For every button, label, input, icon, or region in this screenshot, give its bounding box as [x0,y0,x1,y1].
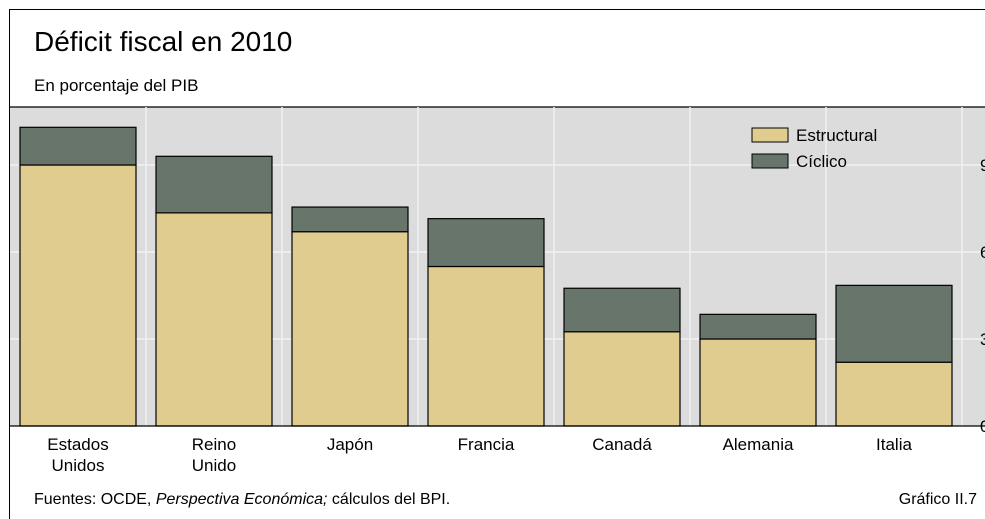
bar-ciclico-6 [835,284,953,363]
category-label-1-1: Unido [192,456,236,475]
bar-ciclico-4 [563,287,681,333]
frame-border-left [9,9,10,519]
category-label-1-0: Reino [192,435,236,454]
category-label-6-0: Italia [876,435,912,454]
chart-number: Gráfico II.7 [898,491,977,508]
legend-swatch-estructural [751,127,789,143]
legend-label-estructural: Estructural [796,126,877,145]
bars [19,126,953,427]
category-label-4-0: Canadá [592,435,652,454]
category-label-5-0: Alemania [723,435,794,454]
chart-title: Déficit fiscal en 2010 [34,26,293,57]
bar-estructural-5 [699,338,817,427]
bar-estructural-2 [291,231,409,427]
chart-subtitle: En porcentaje del PIB [34,76,199,95]
bar-ciclico-1 [155,155,273,214]
category-label-0-0: Estados [47,435,108,454]
bar-estructural-4 [563,331,681,427]
legend: Estructural Cíclico [751,126,877,171]
legend-swatch-ciclico [751,153,789,169]
y-tick-label-2: 6 [980,243,985,262]
bar-estructural-1 [155,212,273,427]
frame-border-top [9,9,985,10]
category-labels: Estados Unidos Reino Unido Japón Francia Canad… [47,435,912,475]
category-label-0-1: Unidos [52,456,105,475]
source-prefix: Fuentes: OCDE, [34,491,156,508]
y-tick-label-1: 3 [980,330,985,349]
source-note: Fuentes: OCDE, Perspectiva Económica; cá… [34,491,450,509]
legend-label-ciclico: Cíclico [796,152,847,171]
y-tick-label-3: 9 [980,156,985,175]
bar-estructural-3 [427,265,545,427]
source-publication: Perspectiva Económica; [155,491,328,508]
category-label-2-0: Japón [327,435,373,454]
bar-estructural-6 [835,361,953,427]
bar-ciclico-2 [291,206,409,233]
bar-ciclico-5 [699,313,817,340]
category-label-3-0: Francia [458,435,515,454]
bar-ciclico-0 [19,126,137,166]
bar-estructural-0 [19,164,137,427]
bar-ciclico-3 [427,218,545,268]
source-suffix: cálculos del BPI. [327,491,451,508]
